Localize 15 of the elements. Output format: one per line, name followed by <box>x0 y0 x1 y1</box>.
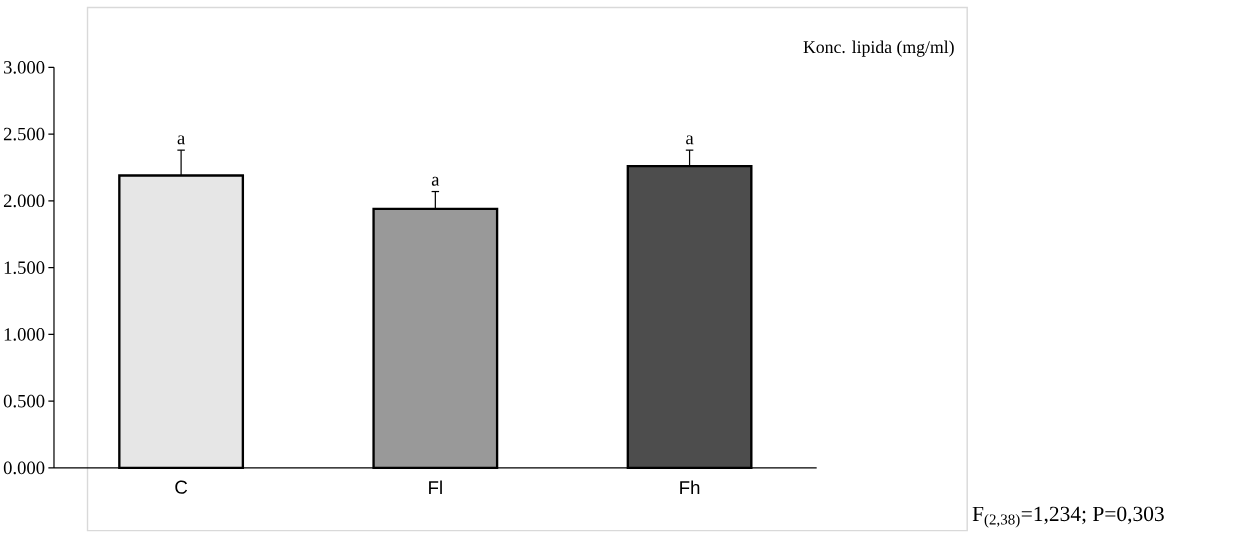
y-tick-label: 0.000 <box>3 461 45 475</box>
y-tick-label: 2.500 <box>3 127 45 141</box>
annotation: a <box>177 135 185 145</box>
x-tick-label: Fl <box>429 480 442 494</box>
annotation: a <box>431 176 440 186</box>
y-tick-label: 3.000 <box>4 60 45 74</box>
y-tick-label: 2.000 <box>3 194 45 208</box>
y-tick-label: 1.000 <box>4 327 45 341</box>
y-tick-label: 0.500 <box>3 394 45 408</box>
x-tick-label: C <box>175 480 188 494</box>
text: F$_{(2,38)}$=1,234; P=0,303 <box>972 506 1164 528</box>
x-tick-label: Fh <box>680 480 700 494</box>
annotation: a <box>686 135 694 145</box>
y-axis-title: Konc. lipida (mg/ml) <box>803 40 954 57</box>
y-tick-label: 1.500 <box>4 261 45 274</box>
